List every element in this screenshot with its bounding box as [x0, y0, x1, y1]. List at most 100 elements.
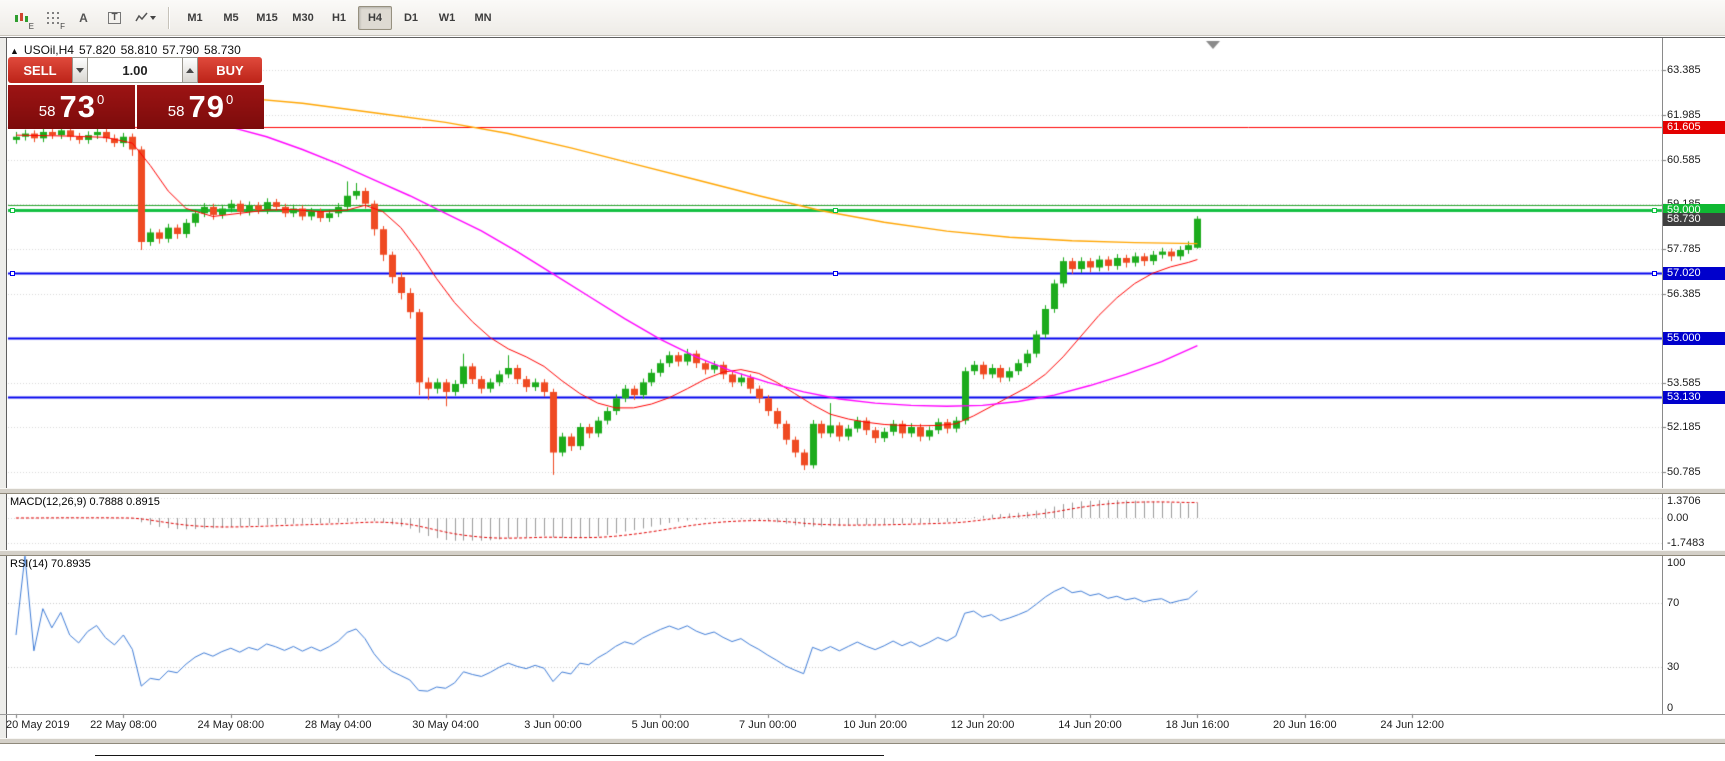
- background-window-edge: [95, 755, 884, 756]
- time-axis-label: 20 Jun 16:00: [1272, 719, 1337, 731]
- sell-price-point: 0: [96, 92, 105, 107]
- buy-price-bigfigure: 58: [167, 102, 185, 120]
- price-scale-label: 52.185: [1667, 421, 1701, 434]
- price-scale-separator: [1662, 38, 1663, 714]
- ohlc-open: 57.820: [78, 43, 116, 57]
- volume-options-button[interactable]: [72, 57, 88, 83]
- text-tool-button[interactable]: A: [69, 5, 98, 31]
- caret-up-icon: [186, 67, 194, 73]
- sell-price-bigfigure: 58: [38, 102, 56, 120]
- time-axis-label: 30 May 04:00: [412, 719, 479, 731]
- text-label-tool-button[interactable]: T: [100, 5, 129, 31]
- time-axis-label: 20 May 2019: [6, 719, 70, 731]
- price-scale-label: 56.385: [1667, 287, 1701, 300]
- window-margin: [0, 37, 6, 761]
- one-click-trading-panel: SELL BUY 58 73 0 58 79 0: [8, 57, 264, 129]
- rsi-panel-separator[interactable]: [0, 550, 1725, 556]
- text-label-tool-icon: T: [108, 11, 121, 24]
- timeframe-button-w1[interactable]: W1: [438, 11, 456, 24]
- chart-ohlc-header: ▲ USOil,H4 57.820 58.810 57.790 58.730: [10, 43, 246, 57]
- sell-price-pips: 73: [59, 89, 96, 124]
- rsi-indicator-label: RSI(14) 70.8935: [10, 558, 91, 570]
- chart-objects-button[interactable]: E: [7, 5, 36, 31]
- timeframe-button-m15[interactable]: M15: [256, 11, 278, 24]
- ohlc-low: 57.790: [162, 43, 200, 57]
- timeframe-button-m5[interactable]: M5: [223, 11, 239, 24]
- rsi-scale-label: 30: [1667, 660, 1680, 673]
- macd-scale-label: 1.3706: [1667, 495, 1701, 507]
- macd-scale-label: 0.00: [1667, 512, 1689, 524]
- price-scale-label: 53.585: [1667, 376, 1701, 389]
- rsi-scale-label: 70: [1667, 597, 1680, 610]
- grid-icon: [46, 11, 59, 24]
- line-handle[interactable]: [10, 207, 15, 213]
- line-handle[interactable]: [833, 270, 838, 276]
- price-scale-label: 60.585: [1667, 153, 1701, 166]
- line-handle[interactable]: [1652, 270, 1657, 276]
- price-tag: 53.130: [1663, 391, 1725, 405]
- time-axis-label: 22 May 08:00: [90, 719, 157, 731]
- dropdown-caret-icon: [150, 15, 156, 20]
- badge-label: F: [60, 21, 65, 31]
- badge-label: E: [28, 21, 34, 31]
- timeframe-button-d1[interactable]: D1: [403, 11, 419, 24]
- text-tool-icon: A: [79, 10, 88, 25]
- chart-objects-icon: [15, 12, 28, 22]
- macd-scale-label: -1.7483: [1667, 537, 1705, 550]
- toolbar-separator: [168, 6, 170, 29]
- drawing-tools-button[interactable]: [131, 5, 160, 31]
- timeframe-button-h1[interactable]: H1: [331, 11, 347, 24]
- ohlc-close: 58.730: [204, 43, 241, 57]
- time-axis-border: [0, 714, 1725, 715]
- time-axis-label: 24 May 08:00: [197, 719, 265, 731]
- price-tag: 61.605: [1663, 121, 1725, 134]
- time-axis-label: 28 May 04:00: [304, 719, 372, 731]
- bottom-panel-separator[interactable]: [0, 738, 1725, 744]
- drawing-tools-icon: [135, 12, 148, 22]
- chart-title: USOil,H4: [23, 43, 74, 57]
- macd-indicator-label: MACD(12,26,9) 0.7888 0.8915: [10, 496, 160, 508]
- buy-button[interactable]: BUY: [198, 57, 262, 83]
- sell-button[interactable]: SELL: [8, 57, 72, 83]
- ohlc-high: 58.810: [120, 43, 158, 57]
- rsi-scale-label: 0: [1667, 702, 1674, 714]
- timeframe-toolbar: M1 M5 M15 M30 H1 H4 D1 W1 MN: [177, 5, 501, 30]
- one-click-panel-toggle[interactable]: ▲: [10, 46, 19, 56]
- timeframe-button-mn[interactable]: MN: [474, 11, 492, 24]
- timeframe-button-m30[interactable]: M30: [292, 11, 314, 24]
- timeframe-button-m1[interactable]: M1: [187, 11, 203, 24]
- chart-window-border-top: [0, 37, 1725, 38]
- buy-price-pips: 79: [188, 89, 225, 124]
- price-scale-label: 50.785: [1667, 466, 1701, 479]
- line-handle[interactable]: [10, 270, 15, 276]
- time-axis-label: 18 Jun 16:00: [1165, 719, 1230, 731]
- time-axis-label: 12 Jun 20:00: [950, 719, 1015, 731]
- volume-increase-button[interactable]: [182, 57, 198, 83]
- grid-button[interactable]: F: [38, 5, 67, 31]
- price-scale-label: 63.385: [1667, 64, 1701, 77]
- time-axis-label: 14 Jun 20:00: [1058, 719, 1122, 731]
- line-handle[interactable]: [1652, 207, 1657, 213]
- price-scale-label: 61.985: [1667, 108, 1701, 121]
- price-scale-label: 57.785: [1667, 242, 1701, 255]
- sell-price-display: 58 73 0: [8, 85, 135, 129]
- time-axis-label: 7 Jun 00:00: [739, 719, 797, 731]
- price-tag: 57.020: [1663, 267, 1725, 281]
- price-tag: 58.730: [1663, 212, 1725, 226]
- price-tag: 55.000: [1663, 331, 1725, 345]
- line-handle[interactable]: [833, 207, 838, 213]
- rsi-scale-label: 100: [1667, 557, 1686, 569]
- timeframe-button-h4[interactable]: H4: [358, 5, 392, 30]
- time-axis-label: 3 Jun 00:00: [524, 719, 582, 731]
- chart-window-border-left: [6, 37, 7, 738]
- time-axis-label: 10 Jun 20:00: [843, 719, 907, 731]
- macd-panel-separator[interactable]: [0, 488, 1725, 494]
- buy-price-display: 58 79 0: [137, 85, 264, 129]
- volume-input[interactable]: [88, 57, 182, 83]
- background-window-area: [0, 744, 1725, 761]
- buy-price-point: 0: [225, 92, 234, 107]
- time-axis-label: 5 Jun 00:00: [631, 719, 690, 731]
- toolbar: E F A T M1 M5 M15 M30 H1 H4 D1 W1 MN: [0, 0, 1725, 36]
